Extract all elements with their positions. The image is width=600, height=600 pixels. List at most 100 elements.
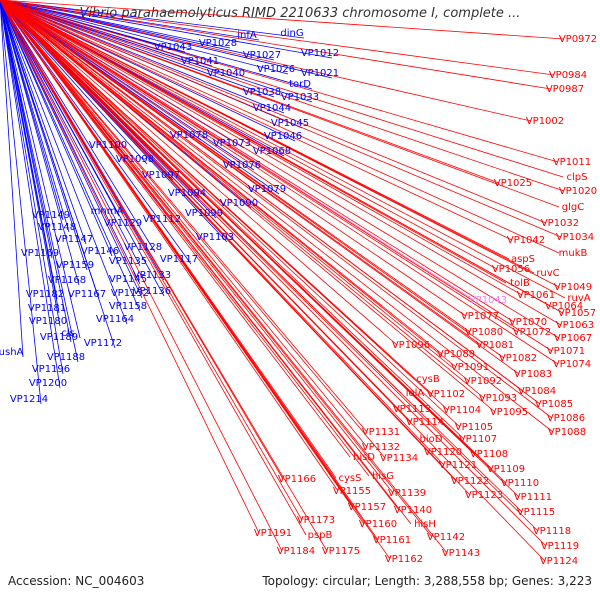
forward-gene-label[interactable]: ruvA <box>567 293 590 304</box>
reverse-gene-label[interactable]: torD <box>289 79 311 90</box>
reverse-gene-label[interactable]: VP1028 <box>199 38 237 49</box>
reverse-gene-label[interactable]: VP1159 <box>56 260 94 271</box>
reverse-gene-label[interactable]: dinG <box>280 28 303 39</box>
reverse-gene-label[interactable]: VP1117 <box>160 254 198 265</box>
forward-gene-label[interactable]: VP1082 <box>499 353 537 364</box>
forward-gene-label[interactable]: VP1064 <box>545 301 583 312</box>
reverse-gene-label[interactable]: VP1172 <box>84 338 122 349</box>
reverse-gene-label[interactable]: VP1045 <box>271 118 309 129</box>
forward-gene-label[interactable]: VP1083 <box>514 369 552 380</box>
forward-gene-label[interactable]: VP1096 <box>392 340 430 351</box>
reverse-gene-label[interactable]: VP1181 <box>28 303 66 314</box>
forward-gene-label[interactable]: VP1089 <box>437 349 475 360</box>
forward-gene-label[interactable]: VP1139 <box>388 488 426 499</box>
forward-gene-label[interactable]: VP1131 <box>362 427 400 438</box>
forward-gene-label[interactable]: VP1093 <box>479 393 517 404</box>
forward-gene-label[interactable]: VP1124 <box>540 556 578 567</box>
forward-gene-label[interactable]: VP1191 <box>254 528 292 539</box>
forward-gene-label[interactable]: VP1061 <box>517 290 555 301</box>
forward-gene-label[interactable]: VP1025 <box>494 178 532 189</box>
reverse-gene-label[interactable]: VP1027 <box>243 50 281 61</box>
forward-gene-label[interactable]: VP1140 <box>394 505 432 516</box>
forward-gene-label[interactable]: VP1042 <box>507 235 545 246</box>
reverse-gene-label[interactable]: VP1012 <box>301 48 339 59</box>
reverse-gene-label[interactable]: VP1097 <box>142 170 180 181</box>
reverse-gene-label[interactable]: VP1112 <box>143 214 181 225</box>
reverse-gene-label[interactable]: VP1129 <box>104 218 142 229</box>
forward-gene-label[interactable]: VP1072 <box>513 327 551 338</box>
reverse-gene-label[interactable]: VP1041 <box>181 56 219 67</box>
forward-gene-label[interactable]: VP1074 <box>553 359 591 370</box>
forward-gene-label[interactable]: VP1095 <box>490 407 528 418</box>
forward-gene-label[interactable]: VP1049 <box>554 282 592 293</box>
forward-gene-label[interactable]: VP1070 <box>509 317 547 328</box>
reverse-gene-label[interactable]: VP1040 <box>207 68 245 79</box>
forward-gene-label[interactable]: VP1020 <box>559 186 597 197</box>
forward-gene-label[interactable]: VP1161 <box>373 535 411 546</box>
reverse-gene-label[interactable]: mnmA <box>91 206 124 217</box>
forward-gene-label[interactable]: aspS <box>511 254 535 265</box>
reverse-gene-label[interactable]: VP1078 <box>170 130 208 141</box>
reverse-gene-label[interactable]: VP1188 <box>47 352 85 363</box>
forward-gene-label[interactable]: VP1155 <box>333 486 371 497</box>
forward-gene-label[interactable]: VP1080 <box>465 327 503 338</box>
reverse-gene-label[interactable]: VP1167 <box>68 289 106 300</box>
forward-gene-label[interactable]: VP1057 <box>558 308 596 319</box>
forward-gene-label[interactable]: VP1111 <box>514 492 552 503</box>
forward-gene-label[interactable]: VP1118 <box>533 526 571 537</box>
forward-gene-label[interactable]: VP1085 <box>535 399 573 410</box>
forward-gene-label[interactable]: VP1114 <box>406 417 444 428</box>
forward-gene-label[interactable]: VP1086 <box>547 413 585 424</box>
forward-gene-label[interactable]: VP0972 <box>559 34 597 45</box>
forward-gene-label[interactable]: VP1084 <box>518 386 556 397</box>
reverse-gene-label[interactable]: VP1068 <box>253 146 291 157</box>
forward-gene-label[interactable]: VP1056 <box>492 264 530 275</box>
forward-gene-label[interactable]: VP1108 <box>470 449 508 460</box>
forward-gene-label[interactable]: VP1107 <box>459 434 497 445</box>
forward-gene-label[interactable]: VP1115 <box>517 507 555 518</box>
reverse-gene-label[interactable]: VP1043 <box>154 42 192 53</box>
reverse-gene-label[interactable]: VP1021 <box>301 68 339 79</box>
forward-gene-label[interactable]: VP1092 <box>464 376 502 387</box>
forward-gene-label[interactable]: VP1113 <box>393 404 431 415</box>
reverse-gene-label[interactable]: VP1149 <box>32 210 70 221</box>
reverse-gene-label[interactable]: VP1214 <box>10 394 48 405</box>
forward-gene-label[interactable]: VP1143 <box>442 548 480 559</box>
forward-gene-label[interactable]: VP1110 <box>501 478 539 489</box>
forward-gene-label[interactable]: VP1184 <box>277 546 315 557</box>
forward-gene-label[interactable]: cysS <box>339 473 362 484</box>
reverse-gene-label[interactable]: VP1182 <box>26 289 64 300</box>
reverse-gene-label[interactable]: VP1158 <box>109 301 147 312</box>
reverse-gene-label[interactable]: VP1189 <box>40 332 78 343</box>
forward-gene-label[interactable]: VP1132 <box>362 442 400 453</box>
forward-gene-label[interactable]: VP1077 <box>461 311 499 322</box>
reverse-gene-label[interactable]: VP1038 <box>243 87 281 98</box>
forward-gene-label[interactable]: VP1175 <box>322 546 360 557</box>
reverse-gene-label[interactable]: VP1099 <box>185 208 223 219</box>
reverse-gene-label[interactable]: VP1128 <box>124 242 162 253</box>
forward-gene-label[interactable]: VP1088 <box>548 427 586 438</box>
forward-gene-label[interactable]: VP1160 <box>359 519 397 530</box>
reverse-gene-label[interactable]: VP1180 <box>29 316 67 327</box>
forward-gene-label[interactable]: pspB <box>308 530 333 541</box>
reverse-gene-label[interactable]: VP1103 <box>196 232 234 243</box>
reverse-gene-label[interactable]: VP1073 <box>213 138 251 149</box>
forward-gene-label[interactable]: VP1063 <box>556 320 594 331</box>
forward-gene-label[interactable]: VP1121 <box>439 460 477 471</box>
reverse-gene-label[interactable]: VP1196 <box>32 364 70 375</box>
forward-gene-label[interactable]: VP1123 <box>465 490 503 501</box>
forward-gene-label[interactable]: VP1091 <box>451 362 489 373</box>
forward-gene-label[interactable]: hisG <box>372 471 394 482</box>
reverse-gene-label[interactable]: VP1100 <box>89 140 127 151</box>
forward-gene-label[interactable]: VP1081 <box>476 340 514 351</box>
forward-gene-label[interactable]: VP1109 <box>487 464 525 475</box>
reverse-gene-label[interactable]: VP1147 <box>55 234 93 245</box>
reverse-gene-label[interactable]: VP1135 <box>109 256 147 267</box>
forward-gene-label[interactable]: VP1034 <box>556 232 594 243</box>
reverse-gene-label[interactable]: VP1152 <box>111 288 149 299</box>
forward-gene-label[interactable]: VP1122 <box>451 476 489 487</box>
forward-gene-label[interactable]: VP0984 <box>549 70 587 81</box>
forward-gene-label[interactable]: VP1067 <box>554 333 592 344</box>
forward-gene-label[interactable]: VP1142 <box>427 532 465 543</box>
